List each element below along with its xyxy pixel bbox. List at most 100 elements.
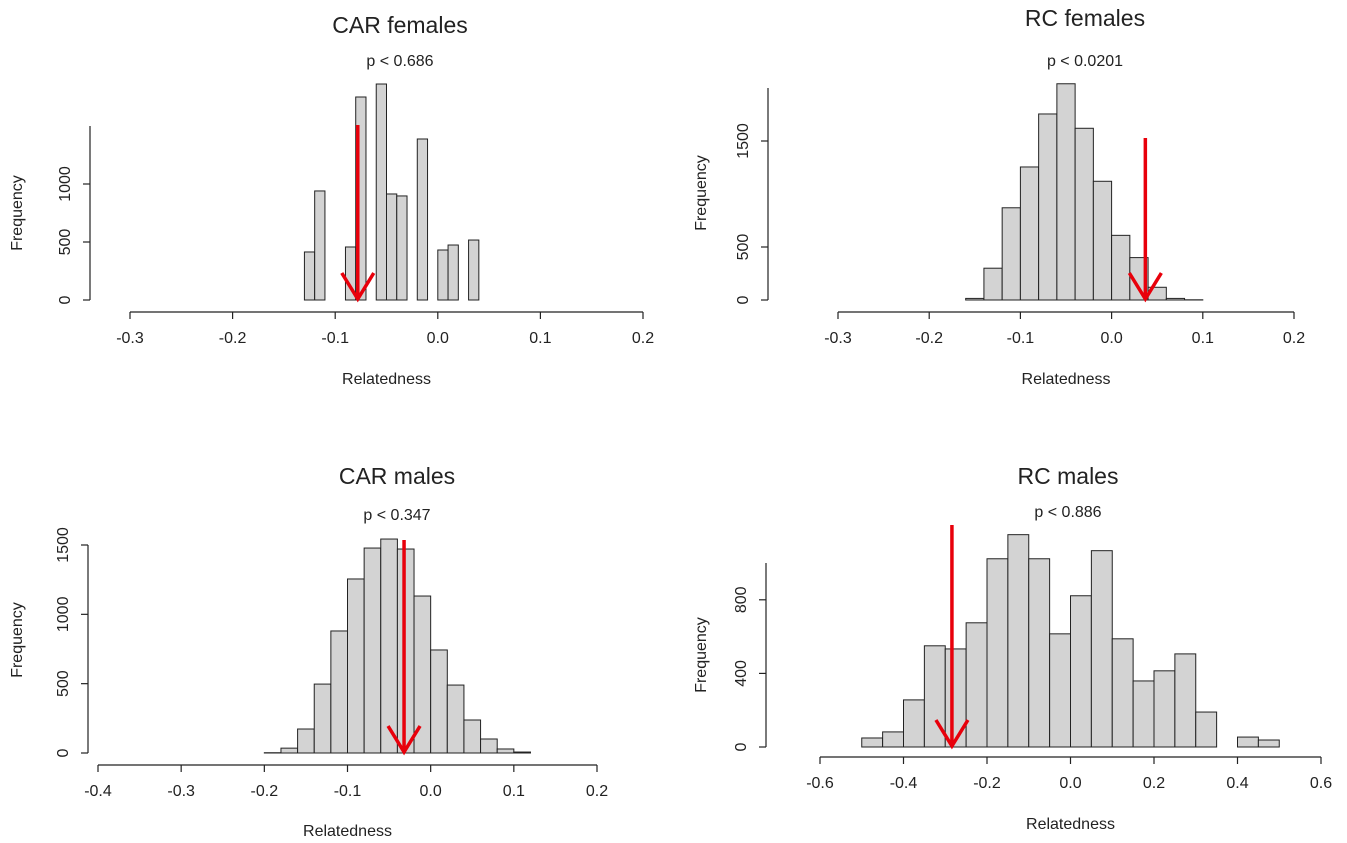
y-axis-label: Frequency (9, 602, 26, 678)
bar (1049, 633, 1071, 748)
chart-title: CAR females (332, 12, 467, 38)
y-tick-label: 0 (735, 295, 752, 304)
x-tick-label: 0.1 (1192, 330, 1214, 347)
subtitle: p < 0.347 (363, 507, 430, 524)
bar (1237, 736, 1259, 748)
x-tick-label: -0.3 (116, 330, 144, 347)
y-tick-label: 500 (735, 234, 752, 261)
bar (430, 649, 448, 754)
bar (1111, 638, 1134, 748)
bar (983, 267, 1003, 301)
x-axis-label: Relatedness (342, 371, 431, 388)
chart-title: CAR males (339, 463, 455, 489)
x-tick-label: 0.1 (503, 783, 525, 800)
bar (944, 648, 967, 748)
y-tick-label: 0 (55, 748, 72, 757)
y-tick-label: 1000 (57, 166, 74, 202)
bar (1195, 711, 1218, 748)
x-tick-label: -0.2 (973, 775, 1001, 792)
bar (280, 747, 299, 754)
x-tick-label: 0.0 (427, 330, 449, 347)
x-tick-label: -0.6 (806, 775, 834, 792)
subtitle: p < 0.886 (1034, 504, 1101, 521)
bar (1001, 207, 1021, 301)
x-tick-label: -0.4 (890, 775, 918, 792)
bar (375, 83, 387, 301)
bar (468, 239, 480, 301)
x-axis-label: Relatedness (1026, 816, 1115, 833)
x-axis-label: Relatedness (303, 823, 392, 840)
bar (986, 558, 1009, 748)
bar (297, 728, 315, 754)
y-tick-label: 1000 (55, 596, 72, 632)
bar (496, 748, 515, 754)
bar (437, 249, 449, 301)
x-axis-label: Relatedness (1022, 371, 1111, 388)
bar (1165, 297, 1186, 301)
bar (380, 538, 398, 754)
y-tick-label: 0 (733, 742, 750, 751)
x-tick-label: -0.2 (219, 330, 247, 347)
bar (1092, 180, 1113, 301)
chart-title: RC males (1018, 463, 1119, 489)
bar (513, 751, 531, 754)
y-axis-label: Frequency (693, 155, 710, 231)
x-tick-label: -0.3 (167, 783, 195, 800)
y-tick-label: 1500 (55, 527, 72, 563)
y-tick-label: 1500 (735, 123, 752, 159)
bar (861, 737, 884, 748)
bar (303, 251, 316, 301)
bar (1074, 127, 1094, 301)
bar (1056, 83, 1076, 301)
x-tick-label: 0.2 (1143, 775, 1165, 792)
x-tick-label: 0.0 (1100, 330, 1122, 347)
observed-arrow (386, 540, 422, 756)
bar (1028, 558, 1051, 748)
x-tick-label: -0.3 (824, 330, 852, 347)
observed-arrow (934, 525, 970, 750)
x-tick-label: 0.2 (1283, 330, 1305, 347)
x-tick-label: 0.2 (586, 783, 608, 800)
y-axis-label: Frequency (9, 175, 26, 251)
subtitle: p < 0.0201 (1047, 53, 1123, 70)
bar (1038, 113, 1058, 301)
observed-arrow (1127, 138, 1163, 303)
x-tick-label: 0.1 (529, 330, 551, 347)
bar (1153, 670, 1176, 748)
y-tick-label: 0 (57, 295, 74, 304)
bar (314, 190, 326, 301)
x-tick-label: 0.0 (1059, 775, 1081, 792)
bar (1007, 534, 1030, 748)
bar (347, 578, 365, 754)
chart-title: RC females (1025, 5, 1145, 31)
bar (416, 138, 429, 301)
bar (480, 738, 498, 754)
bar (463, 719, 482, 754)
bar (330, 630, 349, 754)
subtitle: p < 0.686 (366, 53, 433, 70)
bar (1129, 257, 1149, 301)
bar (903, 699, 925, 748)
x-tick-label: -0.4 (84, 783, 112, 800)
bar (446, 684, 465, 754)
bar (1019, 166, 1040, 301)
bar (1070, 595, 1092, 748)
bar (965, 622, 988, 748)
bar (965, 297, 985, 301)
bar (882, 731, 904, 748)
bar (1090, 550, 1113, 748)
x-tick-label: 0.4 (1226, 775, 1248, 792)
y-axis-label: Frequency (693, 617, 710, 693)
x-tick-label: 0.6 (1310, 775, 1332, 792)
bar (447, 244, 459, 301)
bar (1111, 234, 1131, 301)
y-tick-label: 500 (55, 670, 72, 697)
x-tick-label: -0.1 (321, 330, 349, 347)
bar (363, 547, 382, 754)
observed-arrow (340, 125, 376, 303)
x-tick-label: 0.2 (632, 330, 654, 347)
x-tick-label: -0.2 (915, 330, 943, 347)
bar (355, 96, 367, 301)
x-tick-label: -0.2 (251, 783, 279, 800)
